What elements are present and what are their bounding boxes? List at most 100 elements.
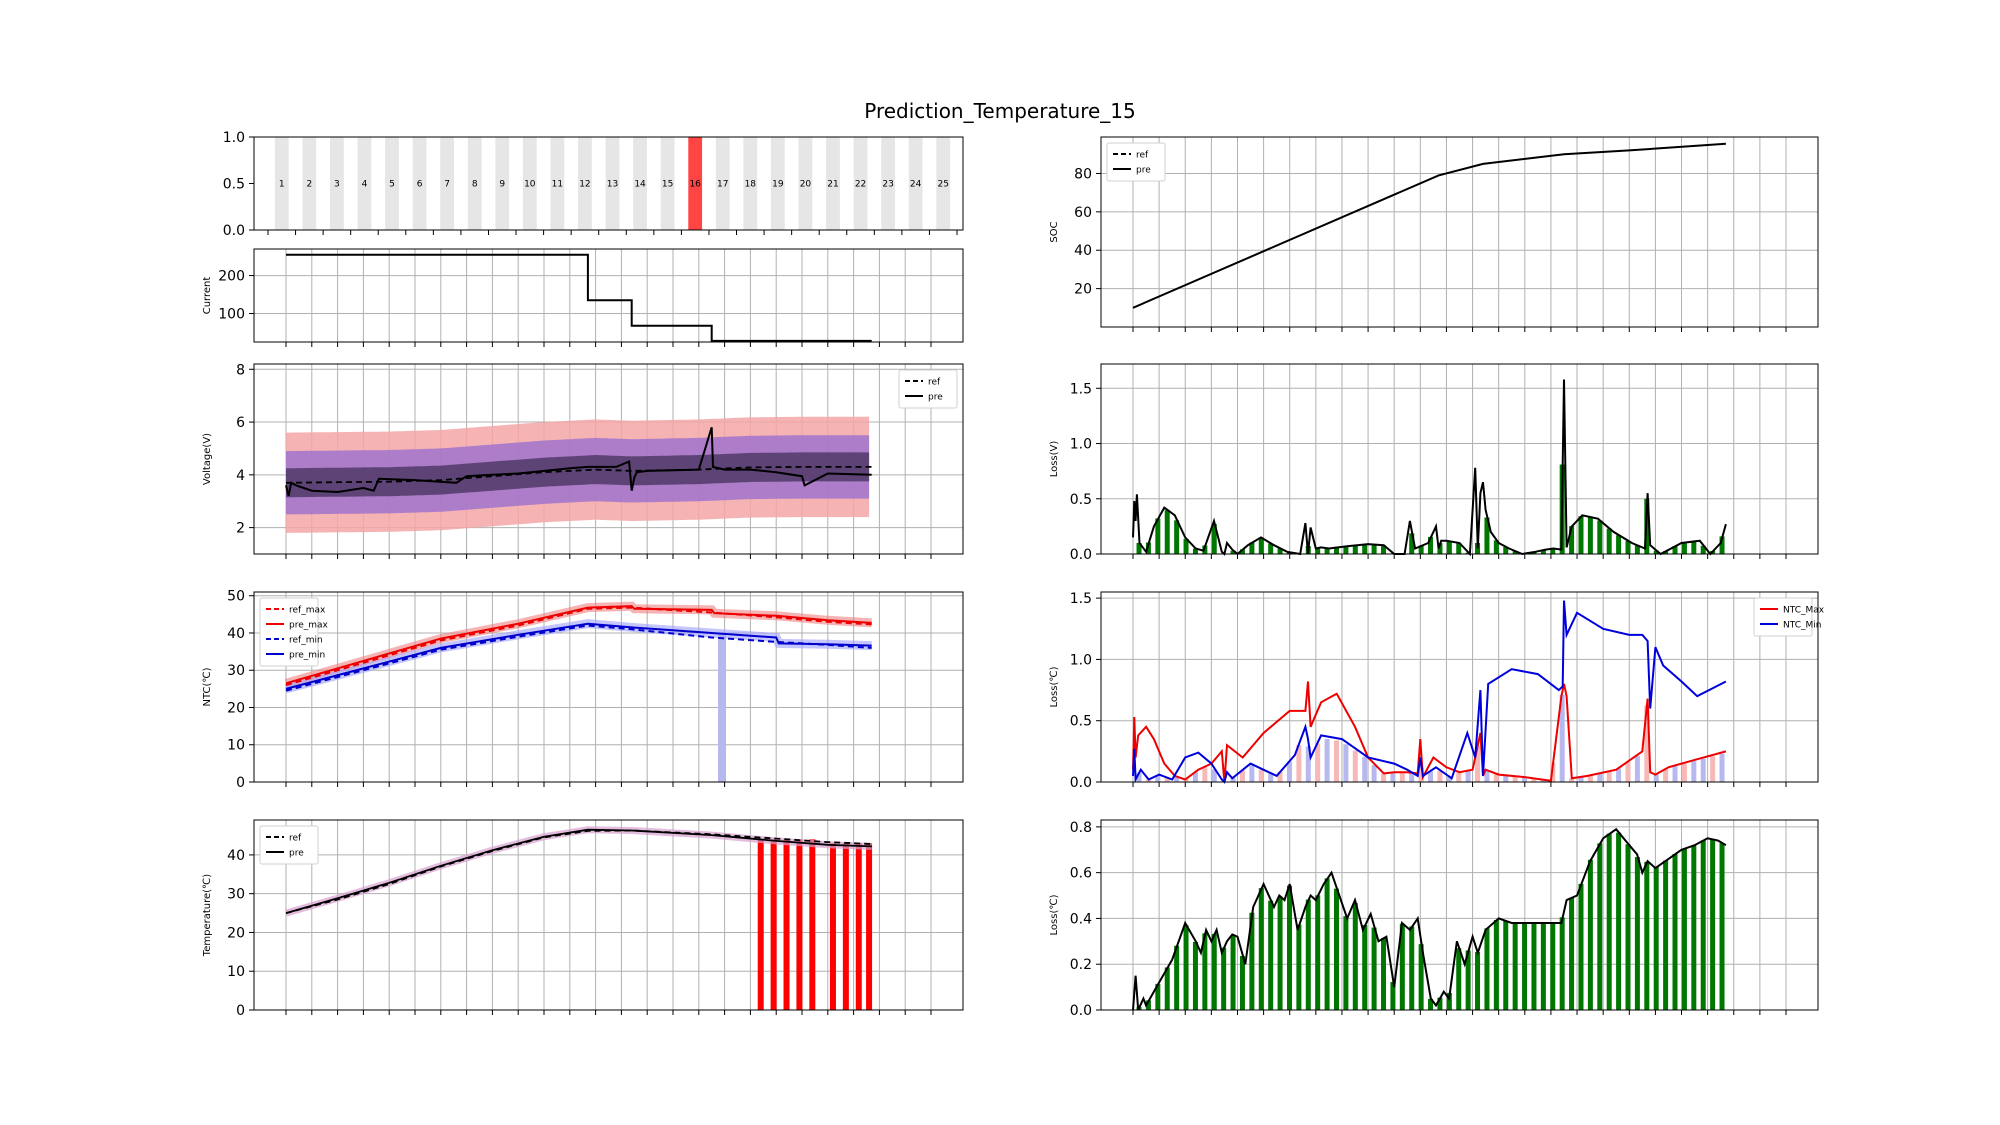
loss-bar — [1578, 883, 1584, 1010]
loss-bar — [1559, 917, 1565, 1010]
loss-bar — [1531, 778, 1537, 782]
y-tick-label: 1.5 — [1070, 591, 1092, 607]
loss-bar — [1155, 983, 1161, 1010]
loss-bar — [1634, 857, 1640, 1010]
loss-bar — [1381, 938, 1387, 1010]
loss-bar — [1324, 878, 1330, 1010]
loss-bar — [1305, 899, 1311, 1010]
step-bar — [853, 137, 868, 230]
y-tick-label: 8 — [236, 362, 245, 378]
loss-bar — [1333, 888, 1339, 1010]
step-bar — [522, 137, 537, 230]
loss-bar — [1202, 933, 1208, 1010]
y-tick-label: 0.2 — [1070, 957, 1092, 973]
figure-title: Prediction_Temperature_15 — [864, 99, 1136, 123]
loss-bar — [1606, 528, 1612, 554]
loss-bar — [1268, 900, 1274, 1010]
loss-bar — [1625, 844, 1631, 1010]
loss-bar — [1183, 925, 1189, 1010]
loss-bar — [1484, 771, 1490, 782]
y-tick-label: 1.0 — [223, 130, 245, 146]
loss-bar — [1164, 510, 1170, 554]
loss-bar — [1343, 744, 1349, 782]
legend-label: pre — [1136, 166, 1151, 176]
loss-bar — [1681, 848, 1687, 1010]
loss-bar — [1258, 537, 1264, 554]
legend-label: ref_min — [289, 636, 323, 646]
loss-bar — [1437, 770, 1443, 782]
loss-bar — [1465, 950, 1471, 1010]
legend-label: ref_max — [289, 606, 326, 616]
loss-bar — [1540, 779, 1546, 782]
loss-bar — [1484, 928, 1490, 1010]
loss-bar — [1258, 769, 1264, 782]
marker-bar — [809, 839, 816, 1010]
loss-bar — [1625, 540, 1631, 554]
step-bar — [660, 137, 675, 230]
legend-label: ref — [928, 378, 941, 388]
step-label: 6 — [417, 180, 423, 190]
loss-bar — [1522, 923, 1528, 1010]
loss-bar — [1550, 548, 1556, 554]
loss-bar — [1597, 843, 1603, 1010]
loss-bar — [1315, 743, 1321, 782]
y-tick-label: 1.0 — [1070, 437, 1092, 453]
loss-bar — [1428, 536, 1434, 554]
y-tick-label: 0.0 — [1070, 1003, 1092, 1019]
step-label: 4 — [362, 180, 368, 190]
step-bar — [688, 137, 703, 230]
y-tick-label: 200 — [218, 269, 245, 285]
panels: 1 2 3 4 5 6 7 8 9 10 11 12 13 14 15 16 17 18 19 20 21 22 23 24 2… — [202, 130, 1825, 1019]
y-axis-label: Temperature(℃) — [202, 874, 213, 957]
loss-bar — [1202, 767, 1208, 782]
loss-bar — [1475, 952, 1481, 1010]
loss-bar — [1192, 772, 1198, 782]
step-bar — [770, 137, 785, 230]
loss-bar — [1456, 542, 1462, 554]
marker-bar — [829, 843, 836, 1010]
loss-bar — [1343, 916, 1349, 1010]
loss-bar — [1239, 955, 1245, 1010]
step-bar — [330, 137, 344, 230]
chart-ntc: 0 10 20 30 40 50 NTC(℃) ref_max pre_max ref_minpr… — [202, 589, 964, 791]
series-line — [1132, 827, 1727, 1011]
loss-bar — [1531, 923, 1537, 1010]
loss-bar — [1681, 763, 1687, 782]
step-bar — [467, 137, 482, 230]
step-label: 14 — [634, 180, 646, 190]
loss-bar — [1465, 771, 1471, 782]
loss-bar — [1343, 546, 1349, 554]
step-bar — [715, 137, 730, 230]
y-axis-label: NTC(℃) — [202, 667, 213, 706]
loss-bar — [1719, 843, 1725, 1010]
step-label: 11 — [552, 180, 563, 190]
y-tick-label: 10 — [227, 964, 245, 980]
y-axis-label: Voltage(V) — [202, 433, 213, 485]
loss-bar — [1569, 526, 1575, 554]
axes-frame — [253, 363, 964, 555]
legend-label: ref — [289, 834, 302, 844]
axes-frame — [1100, 591, 1819, 783]
loss-bar — [1672, 546, 1678, 554]
loss-bar — [1493, 920, 1499, 1010]
loss-bar — [1691, 845, 1697, 1010]
axes-frame — [253, 819, 964, 1011]
step-bar — [798, 137, 813, 230]
series-line — [286, 253, 872, 342]
chart-loss-v: 0.0 0.5 1.0 1.5 Loss(V) — [1049, 363, 1819, 563]
y-tick-label: 20 — [1074, 282, 1092, 298]
step-label: 17 — [717, 180, 728, 190]
loss-bar — [1155, 518, 1161, 554]
step-label: 2 — [306, 180, 312, 190]
loss-bar — [1418, 767, 1424, 782]
step-bar — [743, 137, 758, 230]
loss-bar — [1569, 778, 1575, 782]
loss-bar — [1653, 550, 1659, 554]
loss-bar — [1428, 771, 1434, 782]
loss-bar — [1587, 859, 1593, 1010]
loss-bar — [1390, 982, 1396, 1010]
legend-label: pre — [289, 849, 304, 859]
loss-bar — [1362, 544, 1368, 554]
loss-bar — [1390, 772, 1396, 782]
step-label: 25 — [937, 180, 948, 190]
